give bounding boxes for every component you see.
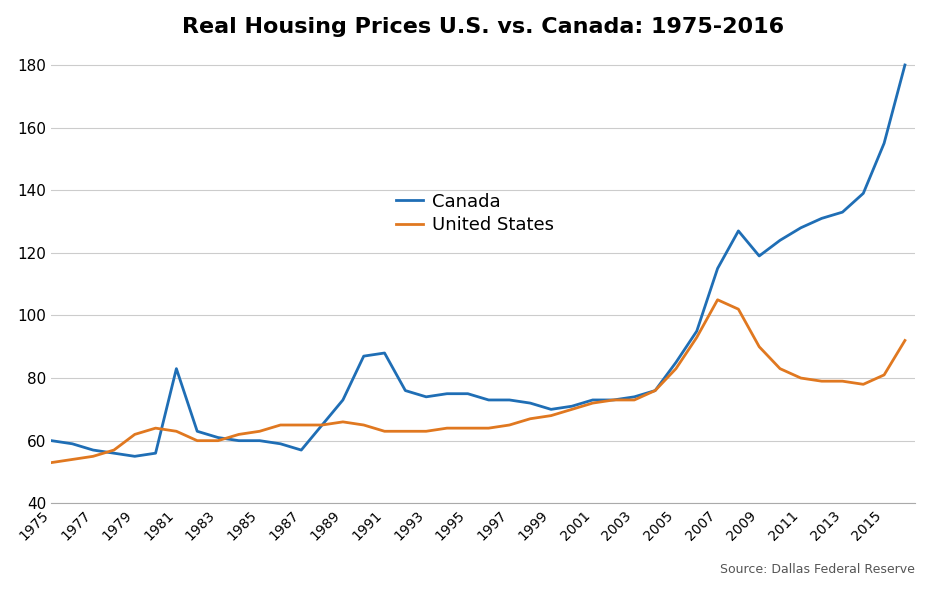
United States [587,400,598,407]
United States [150,425,161,432]
United States [567,406,578,413]
United States [899,337,911,344]
United States [46,459,57,466]
United States [545,412,556,419]
Text: Source: Dallas Federal Reserve: Source: Dallas Federal Reserve [720,563,915,576]
Canada [754,253,765,260]
Canada [837,209,848,216]
Canada [317,422,328,429]
Canada [567,403,578,410]
United States [442,425,453,432]
Canada [692,327,703,334]
Canada [462,390,473,397]
Canada [88,447,99,454]
Canada [774,237,786,244]
Canada [275,440,286,447]
United States [795,375,806,382]
United States [733,305,744,313]
Title: Real Housing Prices U.S. vs. Canada: 1975-2016: Real Housing Prices U.S. vs. Canada: 197… [183,17,785,37]
United States [171,428,182,435]
United States [712,296,723,304]
Canada [857,190,869,197]
United States [108,447,119,454]
United States [233,431,244,438]
Legend: Canada, United States: Canada, United States [389,186,561,241]
Canada [295,447,307,454]
Canada [192,428,203,435]
Canada [733,227,744,234]
Canada [587,396,598,403]
United States [420,428,432,435]
Canada [358,353,369,360]
Canada [379,349,391,356]
United States [483,425,494,432]
Line: United States: United States [51,300,905,463]
Canada [608,396,619,403]
Canada [420,393,432,400]
Canada [254,437,266,444]
Line: Canada: Canada [51,65,905,457]
United States [774,365,786,372]
United States [857,381,869,388]
United States [670,365,681,372]
Canada [899,62,911,69]
United States [379,428,391,435]
United States [692,334,703,341]
Canada [108,449,119,457]
Canada [795,224,806,231]
United States [337,418,349,425]
Canada [150,449,161,457]
Canada [712,265,723,272]
Canada [504,396,515,403]
United States [837,378,848,385]
United States [462,425,473,432]
Canada [629,393,640,400]
United States [816,378,828,385]
Canada [233,437,244,444]
Canada [483,396,494,403]
Canada [650,387,661,394]
United States [754,343,765,350]
Canada [400,387,411,394]
Canada [46,437,57,444]
Canada [670,359,681,366]
United States [88,453,99,460]
United States [879,371,890,378]
United States [212,437,224,444]
United States [608,396,619,403]
Canada [212,434,224,441]
Canada [545,406,556,413]
Canada [130,453,141,460]
United States [130,431,141,438]
Canada [816,215,828,222]
Canada [67,440,78,447]
Canada [442,390,453,397]
United States [525,415,536,422]
United States [295,422,307,429]
United States [504,422,515,429]
United States [400,428,411,435]
United States [67,456,78,463]
Canada [525,400,536,407]
Canada [879,140,890,147]
United States [650,387,661,394]
Canada [171,365,182,372]
United States [629,396,640,403]
United States [317,422,328,429]
United States [275,422,286,429]
United States [358,422,369,429]
United States [192,437,203,444]
Canada [337,396,349,403]
United States [254,428,266,435]
